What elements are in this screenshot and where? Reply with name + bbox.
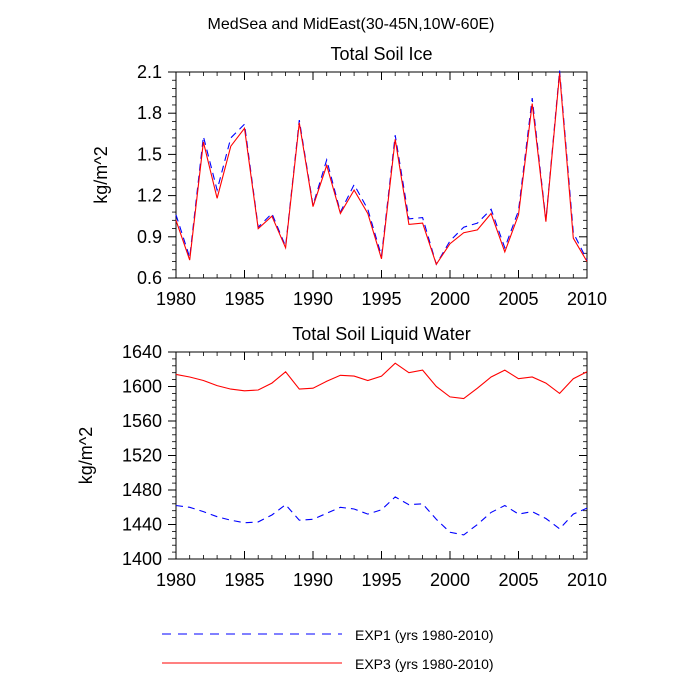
y-tick-label: 2.1	[137, 62, 162, 82]
y-tick-label: 1.5	[137, 144, 162, 164]
x-tick-label: 1980	[156, 289, 196, 309]
y-tick-label: 1520	[122, 446, 162, 466]
y-axis-label: kg/m^2	[91, 146, 111, 203]
x-tick-label: 1990	[293, 289, 333, 309]
y-tick-label: 1480	[122, 480, 162, 500]
plot-frame	[175, 71, 588, 279]
y-tick-label: 1.2	[137, 186, 162, 206]
x-tick-label: 2000	[430, 289, 470, 309]
y-tick-label: 1440	[122, 515, 162, 535]
legend: EXP1 (yrs 1980-2010) EXP3 (yrs 1980-2010…	[162, 627, 494, 672]
y-tick-label: 0.6	[137, 268, 162, 288]
figure-title: MedSea and MidEast(30-45N,10W-60E)	[208, 16, 495, 33]
x-tick-label: 1985	[224, 289, 264, 309]
series-exp1-line	[175, 70, 588, 266]
x-tick-label: 2010	[567, 570, 607, 590]
plot-frame	[175, 351, 588, 560]
x-tick-label: 1990	[293, 570, 333, 590]
y-tick-label: 1400	[122, 549, 162, 569]
y-tick-label: 0.9	[137, 227, 162, 247]
legend-exp1-label: EXP1 (yrs 1980-2010)	[355, 627, 494, 643]
panel-title: Total Soil Liquid Water	[292, 324, 470, 344]
x-tick-label: 2010	[567, 289, 607, 309]
x-tick-label: 1980	[156, 570, 196, 590]
y-tick-label: 1.8	[137, 103, 162, 123]
x-tick-label: 2005	[498, 570, 538, 590]
x-tick-label: 1995	[361, 289, 401, 309]
x-tick-label: 1995	[361, 570, 401, 590]
y-tick-label: 1600	[122, 377, 162, 397]
y-tick-label: 1640	[122, 342, 162, 362]
panel-title: Total Soil Ice	[330, 44, 432, 64]
y-axis-label: kg/m^2	[76, 427, 96, 484]
legend-exp3-label: EXP3 (yrs 1980-2010)	[355, 656, 494, 672]
series-exp3-line	[175, 362, 588, 400]
x-tick-label: 2005	[498, 289, 538, 309]
series-exp1-line	[175, 496, 588, 536]
x-tick-label: 2000	[430, 570, 470, 590]
series-exp3-line	[175, 73, 588, 266]
soil-liquid-water-panel: Total Soil Liquid Water kg/m^2 1980 1985 199…	[76, 324, 607, 590]
y-tick-label: 1560	[122, 411, 162, 431]
x-tick-label: 1985	[224, 570, 264, 590]
soil-ice-panel: Total Soil Ice kg/m^2 1980 1985 1990 1995 2000…	[91, 44, 607, 309]
